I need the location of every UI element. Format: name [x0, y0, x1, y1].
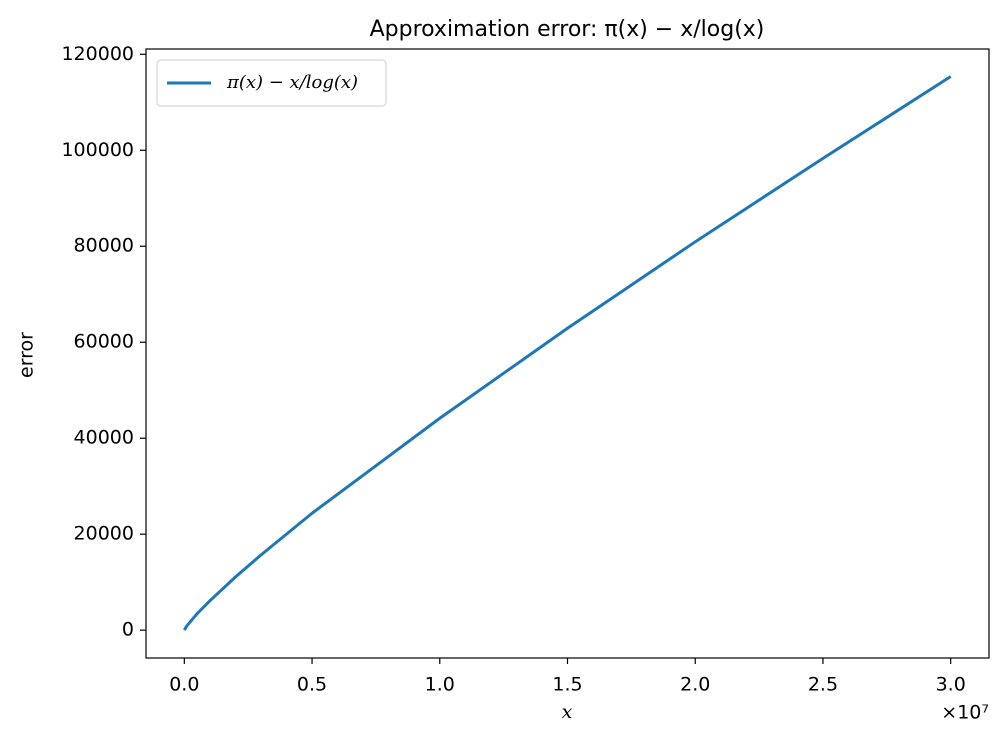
legend: π(x) − x/log(x) — [156, 59, 387, 107]
x-tick-label: 0.5 — [297, 674, 327, 696]
x-axis-label: x — [562, 701, 573, 723]
x-tick-label: 3.0 — [936, 674, 966, 696]
x-tick-label: 2.5 — [808, 674, 838, 696]
y-axis-label: error — [16, 332, 38, 378]
x-offset-label: ×10⁷ — [941, 702, 989, 724]
plot-frame — [145, 48, 990, 659]
y-tick-label: 0 — [122, 619, 134, 641]
chart-title: Approximation error: π(x) − x/log(x) — [370, 17, 765, 42]
y-tick-label: 40000 — [74, 427, 134, 449]
y-tick-label: 80000 — [74, 235, 134, 257]
legend-frame — [156, 59, 387, 107]
data-line — [183, 75, 952, 631]
x-tick-label: 2.0 — [680, 674, 710, 696]
y-tick-label: 120000 — [61, 43, 134, 65]
legend-label: π(x) − x/log(x) — [226, 72, 358, 93]
y-tick-label: 60000 — [74, 331, 134, 353]
x-tick-label: 1.5 — [552, 674, 582, 696]
y-tick-label: 100000 — [61, 139, 134, 161]
x-tick-label: 1.0 — [425, 674, 455, 696]
x-tick-label: 0.0 — [169, 674, 199, 696]
y-tick-label: 20000 — [74, 523, 134, 545]
